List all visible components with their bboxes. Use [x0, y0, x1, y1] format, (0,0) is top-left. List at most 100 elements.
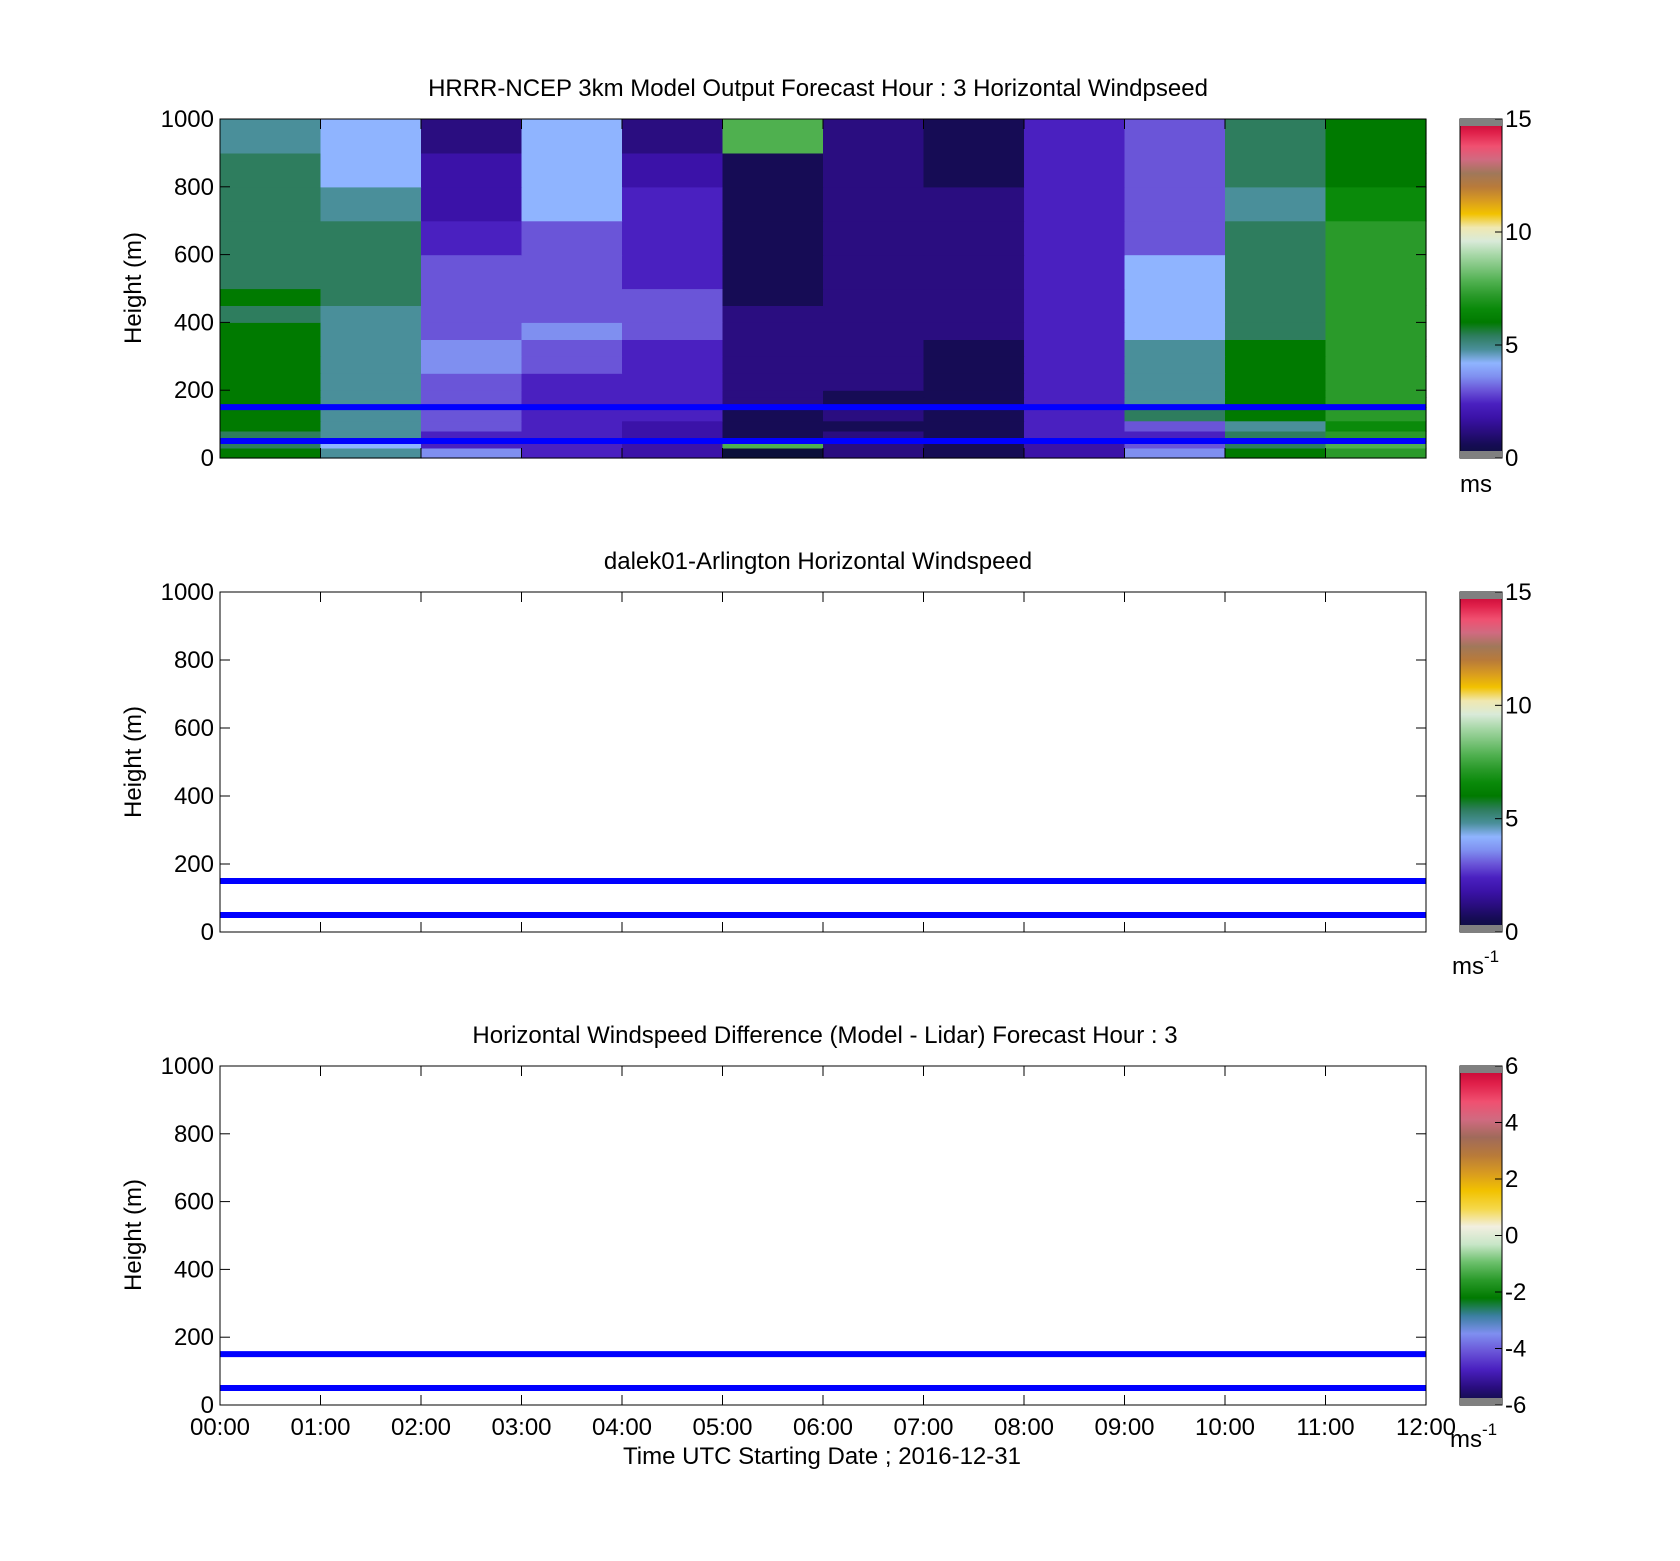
y-tick-label: 600 [174, 1189, 214, 1216]
x-tick-label: 04:00 [592, 1414, 652, 1441]
heatmap-cell [722, 420, 824, 432]
heatmap-cell [220, 407, 322, 422]
heatmap-cell [521, 288, 623, 306]
heatmap-cell [1325, 339, 1427, 357]
heatmap-cell [823, 220, 925, 256]
heatmap-cell [622, 407, 724, 422]
x-tick-label: 03:00 [491, 1414, 551, 1441]
heatmap-cell [622, 119, 724, 154]
y-tick-label: 1000 [161, 1053, 214, 1080]
heatmap-cell [421, 397, 523, 408]
heatmap-cell [622, 152, 724, 188]
heatmap-cell [421, 305, 523, 323]
heatmap-cell [823, 186, 925, 222]
y-tick-label: 200 [174, 377, 214, 404]
colorbar-tick-label: 0 [1505, 1223, 1518, 1250]
heatmap-cell [1325, 254, 1427, 290]
colorbar-unit: ms-1 [1450, 1420, 1497, 1453]
y-tick-label: 600 [174, 715, 214, 742]
heatmap-cell [320, 288, 422, 306]
heatmap-cell [521, 119, 623, 154]
heatmap-cell [1225, 397, 1327, 408]
heatmap-cell [521, 254, 623, 290]
y-tick-label: 1000 [161, 579, 214, 606]
heatmap-cell [1124, 322, 1226, 340]
colorbar-unit: ms [1460, 471, 1492, 498]
heatmap-cell [220, 420, 322, 432]
heatmap-cell [1325, 420, 1427, 432]
heatmap-cell [320, 254, 422, 290]
heatmap-cell [320, 119, 422, 154]
y-axis-label: Height (m) [120, 1179, 147, 1291]
colorbar-tick-label: -4 [1505, 1336, 1526, 1363]
colorbar-tick-label: -6 [1505, 1392, 1526, 1419]
heatmap-cell [320, 220, 422, 256]
heatmap-cell [220, 447, 322, 459]
heatmap-cell [622, 397, 724, 408]
heatmap-cell [1024, 407, 1126, 422]
heatmap-cell [421, 373, 523, 391]
x-tick-label: 02:00 [391, 1414, 451, 1441]
heatmap-cell [1225, 420, 1327, 432]
heatmap-cell [1124, 288, 1226, 306]
colorbar-ticks: 0 5 10 15 [1460, 579, 1532, 946]
heatmap-cell [923, 430, 1025, 442]
heatmap-cell [622, 220, 724, 256]
heatmap-cell [823, 305, 925, 323]
panel-title: dalek01-Arlington Horizontal Windspeed [604, 548, 1032, 575]
heatmap-cell [521, 441, 623, 449]
heatmap-cell [1024, 447, 1126, 459]
heatmap-cell [622, 322, 724, 340]
x-tick-label: 00:00 [190, 1414, 250, 1441]
heatmap-cell [1124, 430, 1226, 442]
heatmap-cell [320, 390, 422, 398]
heatmap-cell [1225, 119, 1327, 154]
heatmap-cell [622, 356, 724, 374]
heatmap-cell [220, 186, 322, 222]
heatmap-cell [1325, 288, 1427, 306]
colorbar-unit: ms-1 [1452, 947, 1499, 980]
heatmap-cell [923, 373, 1025, 391]
heatmap-cell [220, 339, 322, 357]
heatmap-cell [823, 407, 925, 422]
heatmap-cell [823, 356, 925, 374]
heatmap-cell [622, 305, 724, 323]
heatmap-cell [622, 254, 724, 290]
heatmap-cell [1225, 186, 1327, 222]
heatmap-cell [1325, 305, 1427, 323]
heatmap-cell [521, 152, 623, 188]
colorbar-cap [1460, 1066, 1502, 1073]
colorbar-tick-label: 6 [1505, 1053, 1518, 1080]
heatmap-cell [421, 322, 523, 340]
heatmap-cell [1124, 447, 1226, 459]
y-axis-label: Height (m) [120, 232, 147, 344]
heatmap-cell [1325, 430, 1427, 442]
colorbar-tick-label: 2 [1505, 1166, 1518, 1193]
heatmap-cell [1024, 152, 1126, 188]
heatmap-cell [1325, 390, 1427, 398]
panel-title: HRRR-NCEP 3km Model Output Forecast Hour… [428, 75, 1208, 102]
colorbar-cap [1460, 925, 1502, 932]
heatmap-cell [421, 288, 523, 306]
heatmap-cell [1124, 390, 1226, 398]
y-tick-label: 0 [201, 1392, 214, 1419]
heatmap-cell [220, 220, 322, 256]
heatmap-cell [823, 390, 925, 398]
y-tick-label: 400 [174, 309, 214, 336]
x-tick-label: 05:00 [692, 1414, 752, 1441]
heatmap-cells [220, 119, 1427, 459]
heatmap-cell [823, 447, 925, 459]
heatmap-cell [421, 430, 523, 442]
heatmap-cell [823, 397, 925, 408]
heatmap-cell [1225, 305, 1327, 323]
x-tick-label: 09:00 [1094, 1414, 1154, 1441]
heatmap-cell [1024, 339, 1126, 357]
heatmap-cell [823, 322, 925, 340]
heatmap-cell [622, 373, 724, 391]
heatmap-cell [320, 420, 422, 432]
y-tick-label: 200 [174, 1324, 214, 1351]
heatmap-cell [1024, 220, 1126, 256]
colorbar-tick-label: 0 [1505, 919, 1518, 946]
heatmap-cell [521, 339, 623, 357]
heatmap-cell [521, 407, 623, 422]
